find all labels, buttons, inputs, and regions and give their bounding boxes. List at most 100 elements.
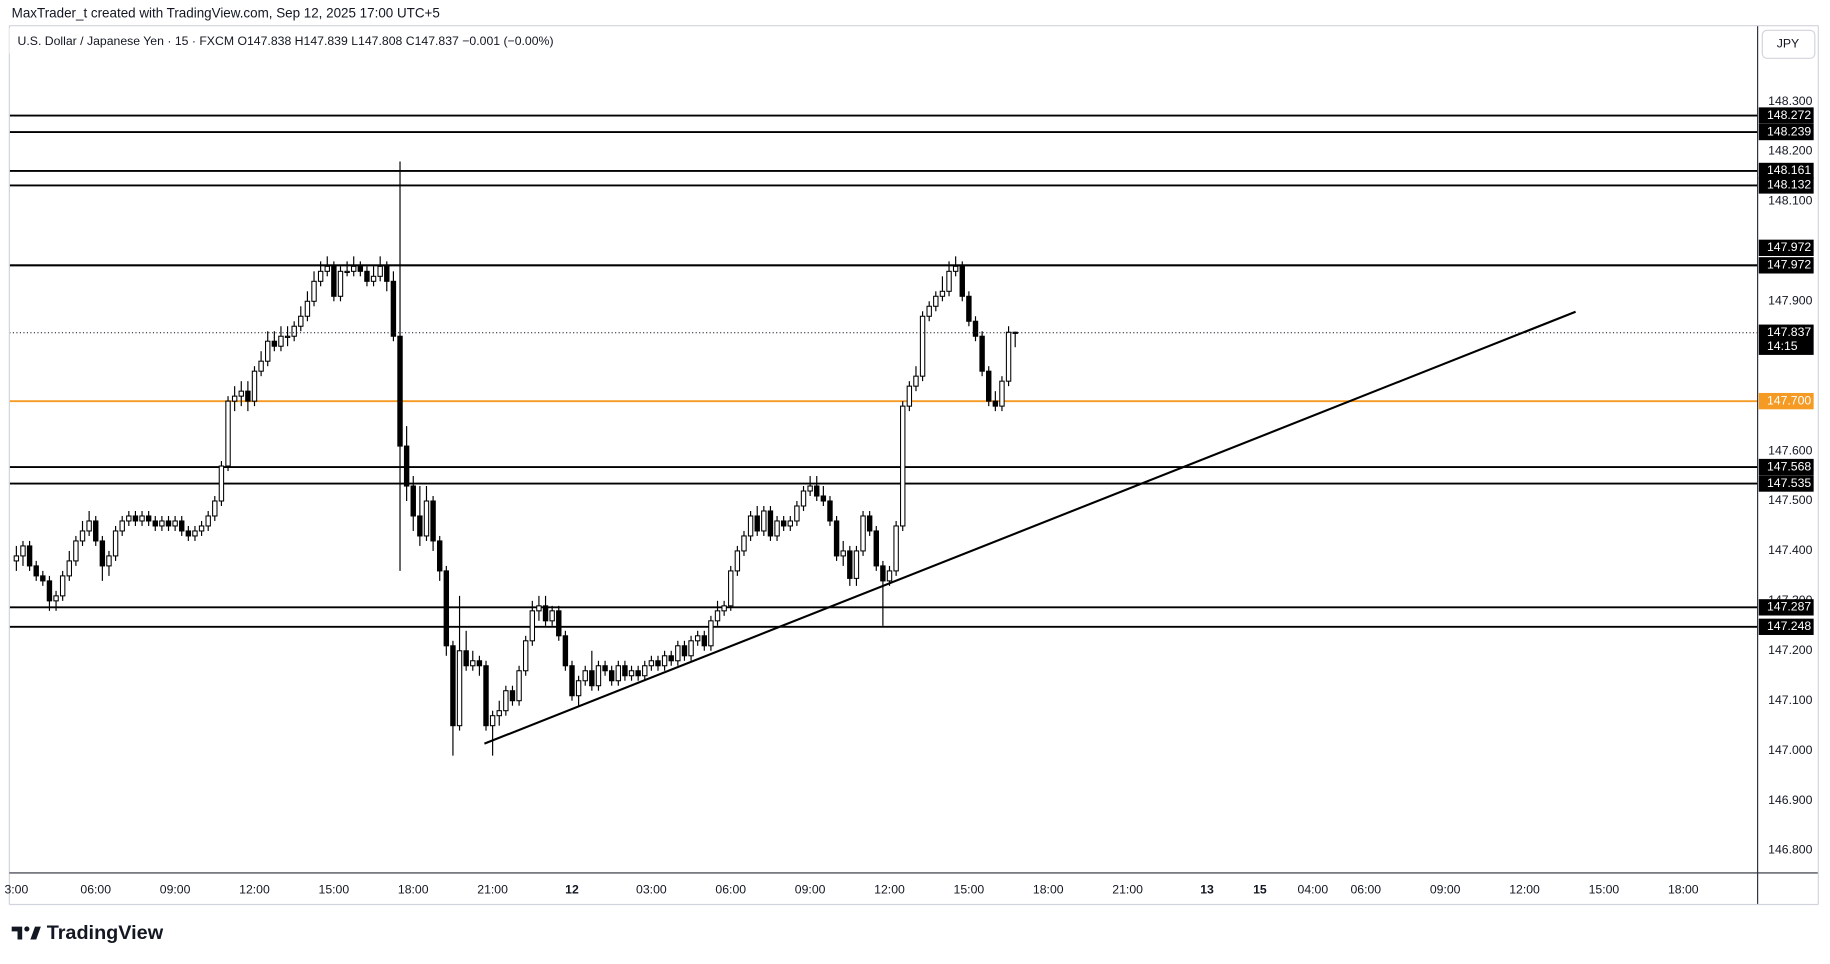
candle-body <box>820 495 827 502</box>
candle-body <box>853 550 860 579</box>
y-tick-label: 147.600 <box>1768 443 1812 457</box>
candle-body <box>562 635 569 667</box>
y-tick-label: 146.800 <box>1768 843 1812 857</box>
candle-body <box>913 375 919 387</box>
candle-body <box>780 520 787 527</box>
candle-body <box>370 275 377 282</box>
y-tick-label: 147.100 <box>1768 693 1812 707</box>
candle-body <box>364 270 370 282</box>
high: H147.839 <box>295 34 348 48</box>
last-price-box <box>1758 324 1814 355</box>
trendline <box>484 310 1576 745</box>
x-tick-label: 18:00 <box>398 883 429 897</box>
candle-body <box>787 520 793 527</box>
candle-body <box>198 525 205 532</box>
candle-body <box>165 520 172 527</box>
x-tick-label: 15:00 <box>319 883 350 897</box>
level-label-box <box>1758 618 1814 635</box>
candle-body <box>377 265 383 277</box>
candle-body <box>714 610 721 622</box>
candle-body <box>258 360 264 372</box>
candle-body <box>622 665 628 677</box>
candle-body <box>549 610 555 622</box>
candle-body <box>443 570 450 647</box>
candle-body <box>522 640 529 672</box>
candle-body <box>159 520 165 527</box>
level-label: 147.972 <box>1767 240 1811 254</box>
candle-body <box>529 610 536 642</box>
level-label-box <box>1758 177 1814 194</box>
candle-body <box>119 520 125 532</box>
candle-body <box>814 485 820 497</box>
candle-body <box>430 500 436 542</box>
candle-body <box>463 650 469 667</box>
candle-body <box>728 570 734 607</box>
candle-body <box>893 525 899 572</box>
candle-body <box>172 520 178 527</box>
x-tick-label: 15:00 <box>954 883 985 897</box>
candle-body <box>767 510 774 537</box>
candle-body <box>966 295 972 322</box>
candle-body <box>761 510 767 532</box>
candle-body <box>231 395 238 402</box>
candle-body <box>284 335 291 338</box>
candle-body <box>661 655 668 667</box>
candle-body <box>344 270 350 274</box>
candle-body <box>423 500 430 537</box>
x-tick-label: 15 <box>1253 883 1267 897</box>
candle-body <box>542 605 549 622</box>
x-tick-label: 13 <box>1200 883 1214 897</box>
candle-body <box>986 370 992 402</box>
candle-body <box>655 660 661 667</box>
x-tick-label: 04:00 <box>1298 883 1329 897</box>
candle-body <box>79 530 86 542</box>
candle-body <box>179 520 185 532</box>
close: C147.837 <box>406 34 459 48</box>
candle-body <box>952 265 959 272</box>
currency-box[interactable] <box>1761 29 1816 59</box>
candle-body <box>106 555 112 567</box>
candle-body <box>754 515 760 532</box>
candle-body <box>589 670 595 687</box>
candle-body <box>992 400 999 407</box>
candle-body <box>946 270 952 292</box>
candle-body <box>608 670 615 682</box>
candle-body <box>278 335 284 347</box>
candle-body <box>503 690 509 712</box>
candle-body <box>93 520 99 542</box>
currency: JPY <box>1777 37 1799 51</box>
y-tick-label: 147.200 <box>1768 643 1812 657</box>
candle-body <box>688 640 694 657</box>
level-label-box <box>1758 123 1814 141</box>
level-label-box <box>1758 599 1814 616</box>
y-tick-label: 148.200 <box>1768 144 1812 158</box>
candle-body <box>324 265 330 272</box>
level-label: 147.248 <box>1767 619 1811 633</box>
candle-body <box>205 515 211 527</box>
y-tick-label: 147.400 <box>1768 543 1812 557</box>
x-tick-label: 06:00 <box>1350 883 1381 897</box>
x-tick-label: 12:00 <box>874 883 905 897</box>
candle-body <box>304 300 311 317</box>
candle-body <box>251 370 258 402</box>
x-tick-label: 09:00 <box>1430 883 1461 897</box>
change: −0.001 (−0.00%) <box>462 34 553 48</box>
candle-body <box>668 655 674 662</box>
level-label: 147.535 <box>1767 476 1811 490</box>
y-tick-label: 147.500 <box>1768 493 1812 507</box>
candle-body <box>615 665 622 682</box>
y-tick-label: 148.100 <box>1768 194 1812 208</box>
candle-body <box>225 400 231 467</box>
candle-body <box>860 515 866 552</box>
candle-body <box>99 540 106 567</box>
level-label: 147.972 <box>1767 258 1811 272</box>
candle-body <box>59 575 66 597</box>
level-label: 147.287 <box>1767 600 1811 614</box>
candle-body <box>46 580 53 602</box>
candle-body <box>53 595 59 602</box>
x-tick-label: 15:00 <box>1589 883 1620 897</box>
candle-body <box>999 380 1005 407</box>
candle-body <box>509 690 516 702</box>
candle-body <box>245 390 251 402</box>
candle-body <box>390 280 397 337</box>
